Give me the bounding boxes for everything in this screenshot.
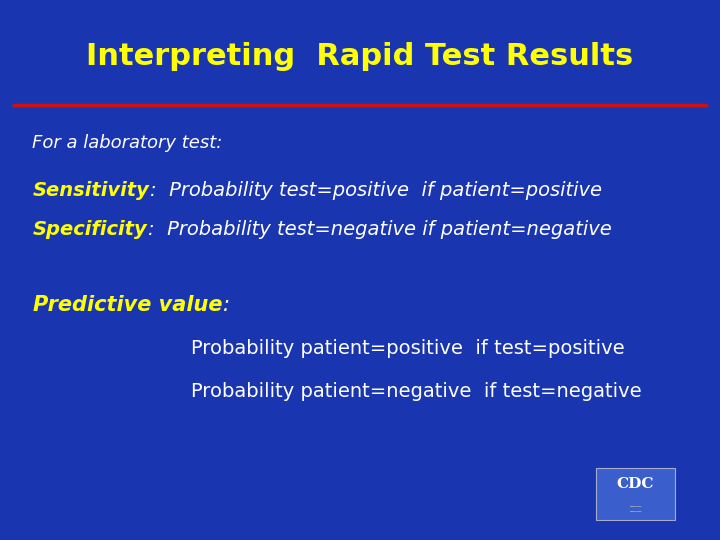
Text: :: : [222,295,230,315]
Text: Probability patient=negative  if test=negative: Probability patient=negative if test=neg… [191,382,642,401]
Text: Predictive value: Predictive value [33,295,222,315]
Text: Specificity: Specificity [33,220,148,239]
Text: Interpreting  Rapid Test Results: Interpreting Rapid Test Results [86,42,634,71]
Text: Probability patient=positive  if test=positive: Probability patient=positive if test=pos… [191,339,624,358]
Text: CDC: CDC [616,477,654,491]
Text: Sensitivity: Sensitivity [33,180,150,200]
Text: :  Probability test=negative if patient=negative: : Probability test=negative if patient=n… [148,220,611,239]
Text: :  Probability test=positive  if patient=positive: : Probability test=positive if patient=p… [150,180,602,200]
Text: ━━━━━
━━━━━: ━━━━━ ━━━━━ [629,505,642,514]
Text: For a laboratory test:: For a laboratory test: [32,134,222,152]
FancyBboxPatch shape [595,468,675,520]
